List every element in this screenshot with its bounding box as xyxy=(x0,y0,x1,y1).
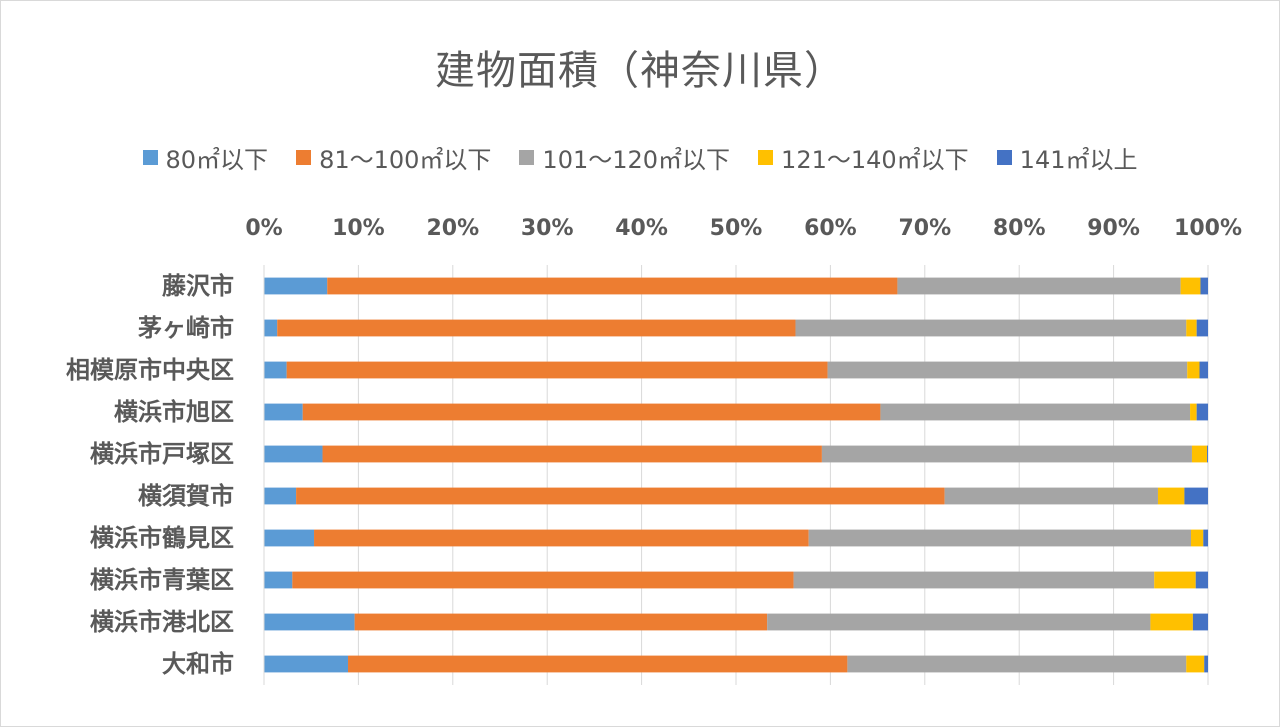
bar-segment xyxy=(292,571,794,589)
x-tick-label: 0% xyxy=(245,216,282,241)
bar-segment xyxy=(264,361,287,379)
bar-segment xyxy=(264,403,303,421)
bar-segment xyxy=(302,403,881,421)
bar-segment xyxy=(1195,571,1208,589)
x-tick-label: 40% xyxy=(615,216,668,241)
category-label: 横須賀市 xyxy=(138,482,234,510)
bar-segment xyxy=(264,319,278,337)
legend-item-81-100: 81〜100㎡以下 xyxy=(296,140,491,175)
chart-legend: 80㎡以下 81〜100㎡以下 101〜120㎡以下 121〜140㎡以下 14… xyxy=(0,140,1280,175)
bar-segment xyxy=(847,655,1187,673)
x-tick-label: 60% xyxy=(804,216,857,241)
chart-title: 建物面積（神奈川県） xyxy=(435,48,845,94)
bar-segment xyxy=(322,445,822,463)
bar-segment xyxy=(264,655,349,673)
bar-segment xyxy=(1191,529,1204,547)
bar-segment xyxy=(767,613,1151,631)
bar-segment xyxy=(1186,319,1197,337)
legend-label: 101〜120㎡以下 xyxy=(542,146,731,174)
legend-label: 81〜100㎡以下 xyxy=(319,146,492,174)
bar-segment xyxy=(1196,319,1208,337)
bar-segment xyxy=(277,319,796,337)
legend-label: 80㎡以下 xyxy=(165,146,269,174)
legend-label: 141㎡以上 xyxy=(1019,146,1138,174)
x-tick-label: 80% xyxy=(993,216,1046,241)
legend-swatch xyxy=(142,150,158,165)
bar-segment xyxy=(808,529,1192,547)
bar-segment xyxy=(897,277,1181,295)
x-tick-label: 50% xyxy=(710,216,763,241)
bar-segment xyxy=(1180,277,1201,295)
bar-segment xyxy=(354,613,768,631)
bar-segment xyxy=(1207,445,1208,463)
category-label: 横浜市鶴見区 xyxy=(90,524,234,552)
legend-item-101-120: 101〜120㎡以下 xyxy=(519,140,730,175)
category-label: 横浜市旭区 xyxy=(114,398,234,426)
bar-segment xyxy=(296,487,945,505)
bar-segment xyxy=(1196,403,1208,421)
category-label: 横浜市港北区 xyxy=(90,608,234,636)
bar-segment xyxy=(264,445,323,463)
legend-item-121-140: 121〜140㎡以下 xyxy=(758,140,969,175)
x-tick-label: 20% xyxy=(426,216,479,241)
x-tick-label: 70% xyxy=(898,216,951,241)
legend-item-80-or-less: 80㎡以下 xyxy=(142,140,269,175)
bar-segment xyxy=(1154,571,1196,589)
bar-segment xyxy=(1203,529,1208,547)
legend-swatch xyxy=(296,150,312,165)
legend-label: 121〜140㎡以下 xyxy=(781,146,969,174)
bar-segment xyxy=(793,571,1155,589)
category-label: 相模原市中央区 xyxy=(66,356,234,384)
bar-segment xyxy=(264,529,315,547)
bar-segment xyxy=(264,487,297,505)
bar-segment xyxy=(827,361,1188,379)
bar-segment xyxy=(1192,613,1208,631)
category-label: 横浜市戸塚区 xyxy=(90,440,234,468)
bar-segment xyxy=(264,613,355,631)
bar-segment xyxy=(264,277,328,295)
legend-swatch xyxy=(519,150,535,165)
bar-segment xyxy=(1157,487,1185,505)
bar-segment xyxy=(327,277,898,295)
bar-segment xyxy=(1200,277,1208,295)
category-label: 茅ヶ崎市 xyxy=(138,314,234,342)
x-tick-label: 100% xyxy=(1174,216,1242,241)
x-tick-label: 10% xyxy=(332,216,385,241)
legend-swatch xyxy=(996,150,1012,165)
bar-segment xyxy=(1150,613,1193,631)
bar-segment xyxy=(795,319,1187,337)
bar-segment xyxy=(1190,403,1197,421)
x-tick-label: 30% xyxy=(521,216,574,241)
x-tick-label: 90% xyxy=(1087,216,1140,241)
bar-segment xyxy=(1186,655,1205,673)
bar-segment xyxy=(264,571,293,589)
bar-segment xyxy=(314,529,809,547)
category-label: 藤沢市 xyxy=(162,272,234,300)
bar-segment xyxy=(821,445,1192,463)
bar-segment xyxy=(348,655,848,673)
bar-segment xyxy=(286,361,828,379)
legend-item-141-plus: 141㎡以上 xyxy=(996,140,1138,175)
bar-segment xyxy=(1184,487,1208,505)
bar-segment xyxy=(944,487,1158,505)
category-label: 大和市 xyxy=(162,650,234,678)
bar-segment xyxy=(1187,361,1200,379)
legend-swatch xyxy=(758,150,774,165)
bar-segment xyxy=(880,403,1191,421)
bar-segment xyxy=(1191,445,1208,463)
category-label: 横浜市青葉区 xyxy=(90,566,234,594)
bar-segment xyxy=(1204,655,1208,673)
bar-segment xyxy=(1199,361,1208,379)
